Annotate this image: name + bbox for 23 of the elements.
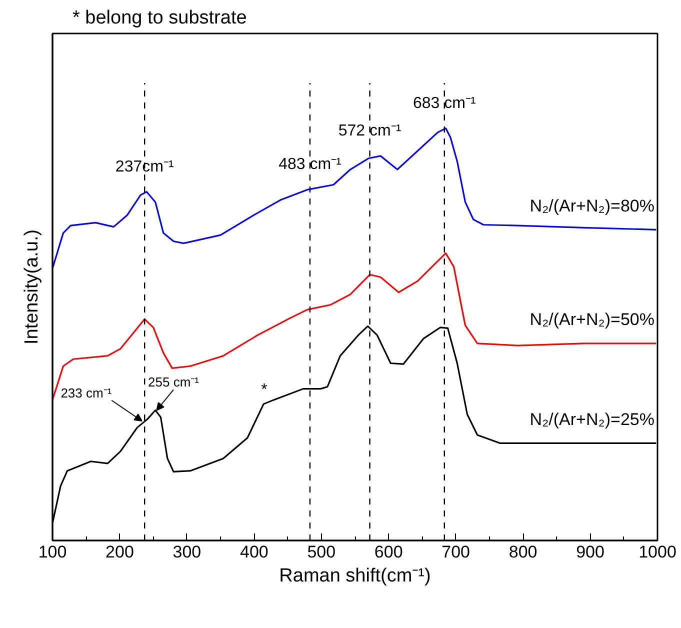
x-tick-label: 1000: [638, 542, 676, 562]
x-tick-label: 300: [172, 542, 202, 562]
ref-line-label: 572 cm⁻¹: [338, 122, 402, 140]
x-axis-title: Raman shift(cm⁻¹): [279, 566, 431, 586]
ref-line-label: 483 cm⁻¹: [278, 156, 342, 174]
x-tick-label: 600: [374, 542, 403, 562]
series-label: N₂/(Ar+N₂)=80%: [530, 196, 654, 216]
x-tick-label: 700: [442, 542, 470, 562]
annotation: 255 cm⁻¹: [148, 374, 200, 390]
x-tick-label: 400: [240, 542, 268, 562]
x-tick-label: 800: [508, 542, 538, 562]
series-label: N₂/(Ar+N₂)=25%: [530, 410, 654, 429]
annotation: *: [261, 381, 268, 398]
ref-line-label: 237cm⁻¹: [115, 158, 174, 176]
x-tick-label: 500: [307, 542, 336, 562]
annotation: 233 cm⁻¹: [60, 385, 112, 400]
text: * belong to substrate: [72, 8, 247, 28]
x-tick-label: 100: [38, 542, 67, 562]
x-tick-label: 200: [106, 542, 134, 562]
y-axis-title: Intensity(a.u.): [22, 229, 42, 345]
series-label: N₂/(Ar+N₂)=50%: [530, 310, 654, 330]
x-tick-label: 900: [576, 542, 604, 562]
ref-line-label: 683 cm⁻¹: [413, 94, 476, 112]
